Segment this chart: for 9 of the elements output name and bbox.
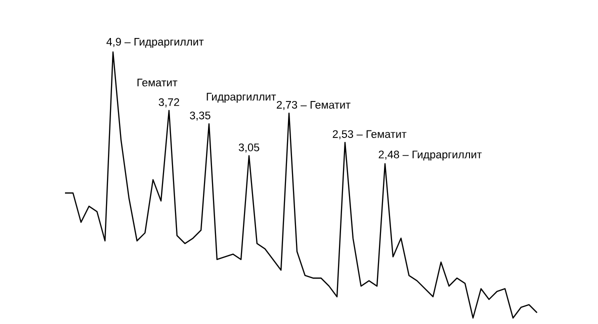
annotation: Гидраргиллит: [206, 92, 276, 103]
annotation: 3,72: [158, 98, 180, 108]
annotation: 2,53 – Гематит: [332, 130, 406, 140]
annotation: 2,48 – Гидраргиллит: [378, 150, 482, 161]
annotation: 3,05: [238, 144, 260, 153]
annotation: Гематит: [138, 78, 178, 86]
annotation: 2,73 – Гематит: [276, 100, 350, 110]
text: 4,9 – Гидраргиллит: [106, 38, 204, 48]
annotation: 3,35: [190, 112, 210, 121]
